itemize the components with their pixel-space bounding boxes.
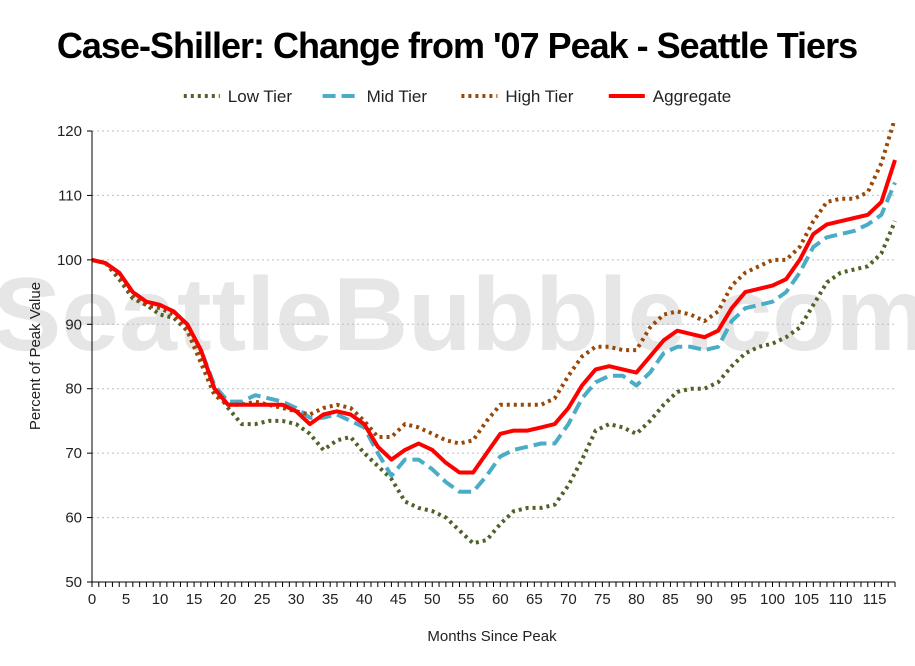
legend-label-high-tier: High Tier xyxy=(505,87,573,106)
x-tick-label: 115 xyxy=(863,591,887,608)
series-line-low-tier xyxy=(92,220,897,546)
x-tick-label: 5 xyxy=(122,591,130,608)
x-tick-label: 95 xyxy=(730,591,747,608)
x-axis-label: Months Since Peak xyxy=(427,628,557,645)
x-tick-label: 15 xyxy=(186,591,203,608)
legend-label-mid-tier: Mid Tier xyxy=(367,87,428,106)
y-tick-label: 110 xyxy=(58,187,82,204)
x-tick-label: 65 xyxy=(526,591,543,608)
y-tick-label: 50 xyxy=(65,574,82,591)
y-tick-label: 60 xyxy=(65,510,82,527)
x-tick-label: 40 xyxy=(356,591,373,608)
series-line-mid-tier xyxy=(92,181,897,494)
x-tick-label: 45 xyxy=(390,591,407,608)
legend-label-aggregate: Aggregate xyxy=(653,87,731,106)
y-tick-label: 90 xyxy=(65,316,82,333)
series-line-aggregate xyxy=(92,159,897,475)
x-tick-label: 100 xyxy=(760,591,785,608)
x-tick-label: 105 xyxy=(794,591,819,608)
x-tick-label: 80 xyxy=(628,591,645,608)
x-tick-label: 90 xyxy=(696,591,713,608)
x-tick-labels: 0 5 10 15 20 25 30 35 40 45 50 55 60 65 70 75 80 85 90 95 10… xyxy=(88,591,887,608)
y-axis-label: Percent of Peak Value xyxy=(27,282,44,430)
x-tick-label: 85 xyxy=(662,591,679,608)
watermark: SeattleBubble.com xyxy=(0,257,915,373)
x-tick-label: 20 xyxy=(220,591,237,608)
x-tick-label: 30 xyxy=(288,591,305,608)
x-tick-label: 10 xyxy=(152,591,169,608)
chart-title: Case-Shiller: Change from '07 Peak - Sea… xyxy=(57,25,857,66)
y-tick-label: 70 xyxy=(65,445,82,462)
legend: Low Tier Mid Tier High Tier Aggregate xyxy=(183,87,731,106)
gridlines xyxy=(92,130,895,519)
legend-label-low-tier: Low Tier xyxy=(228,87,293,106)
series-lines xyxy=(92,123,897,546)
x-tick-label: 0 xyxy=(88,591,96,608)
y-tick-label: 80 xyxy=(65,381,82,398)
x-tick-label: 55 xyxy=(458,591,475,608)
x-tick-label: 70 xyxy=(560,591,577,608)
x-tick-label: 50 xyxy=(424,591,441,608)
x-tick-label: 110 xyxy=(829,591,853,608)
axes xyxy=(87,130,896,587)
x-tick-label: 75 xyxy=(594,591,611,608)
y-tick-labels: 50 60 70 80 90 100 110 120 xyxy=(57,123,82,591)
x-tick-label: 25 xyxy=(254,591,271,608)
y-tick-label: 100 xyxy=(57,252,82,269)
x-tick-label: 35 xyxy=(322,591,339,608)
y-tick-label: 120 xyxy=(57,123,82,140)
x-tick-label: 60 xyxy=(492,591,509,608)
